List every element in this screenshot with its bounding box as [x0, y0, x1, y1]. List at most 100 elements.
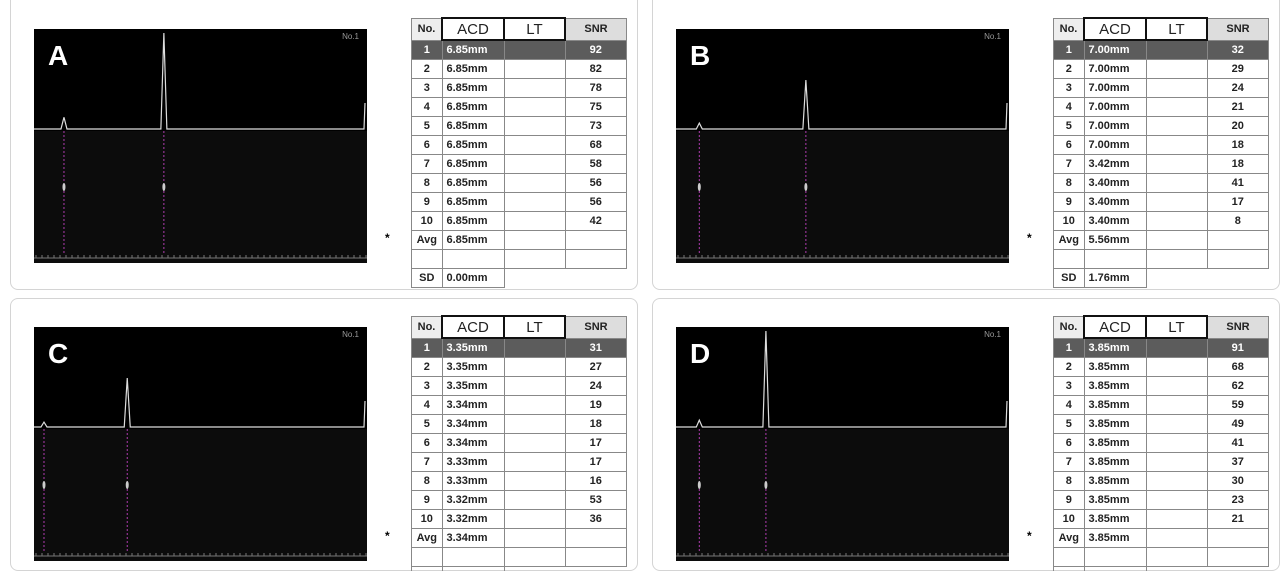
snr-cell: 82 [565, 60, 627, 79]
acd-cell: 3.85mm [1084, 338, 1146, 358]
snr-cell: 42 [565, 212, 627, 231]
acd-cell: 3.85mm [1084, 358, 1146, 377]
blank-cell [1084, 548, 1146, 567]
sd-row: SD0.01mm [412, 567, 627, 571]
snr-cell: 18 [1207, 136, 1269, 155]
avg-marker: * [1027, 231, 1032, 245]
lt-cell [1146, 174, 1207, 193]
empty [565, 567, 627, 571]
data-row: 103.85mm21 [1054, 510, 1269, 529]
blank-row [1054, 250, 1269, 269]
snr-cell: 73 [565, 117, 627, 136]
snr-cell: 32 [1207, 40, 1269, 60]
empty [1207, 567, 1269, 571]
sd-label: SD [412, 269, 443, 288]
row-number: 6 [1054, 136, 1085, 155]
lt-cell [1146, 434, 1207, 453]
blank-cell [412, 250, 443, 269]
data-row: 67.00mm18 [1054, 136, 1269, 155]
lt-cell [1146, 136, 1207, 155]
blank-cell [1054, 250, 1085, 269]
display-upper [676, 29, 1009, 131]
lt-cell [504, 79, 565, 98]
avg-label: Avg [412, 529, 443, 548]
lt-cell [504, 472, 565, 491]
header-row: No.ACDLTSNR [1054, 18, 1269, 40]
snr-cell [1207, 231, 1269, 250]
row-number: 2 [412, 358, 443, 377]
row-number: 6 [412, 434, 443, 453]
data-row: 47.00mm21 [1054, 98, 1269, 117]
snr-cell: 16 [565, 472, 627, 491]
header-cell: LT [504, 18, 565, 40]
data-row: 23.35mm27 [412, 358, 627, 377]
header-cell: ACD [442, 18, 504, 40]
echo-spot [126, 481, 129, 489]
header-cell: LT [1146, 316, 1207, 338]
sd-acd: 1.76mm [1084, 269, 1146, 288]
blank-cell [442, 250, 504, 269]
display-tag: No.1 [984, 32, 1001, 41]
empty [1146, 567, 1207, 571]
data-row: 13.85mm91 [1054, 338, 1269, 358]
row-number: 9 [1054, 193, 1085, 212]
lt-cell [1146, 231, 1207, 250]
lt-cell [504, 510, 565, 529]
row-number: 8 [1054, 472, 1085, 491]
lt-cell [1146, 377, 1207, 396]
acd-cell: 3.40mm [1084, 174, 1146, 193]
lt-cell [1146, 415, 1207, 434]
header-row: No.ACDLTSNR [412, 18, 627, 40]
acd-cell: 7.00mm [1084, 60, 1146, 79]
sd-label: SD [1054, 567, 1085, 571]
acd-cell: 7.00mm [1084, 98, 1146, 117]
row-number: 7 [412, 155, 443, 174]
acd-cell: 3.85mm [1084, 415, 1146, 434]
snr-cell: 17 [565, 453, 627, 472]
header-cell: No. [1054, 316, 1085, 338]
header-cell: SNR [565, 18, 627, 40]
row-number: 5 [412, 117, 443, 136]
header-cell: SNR [1207, 18, 1269, 40]
lt-cell [1146, 510, 1207, 529]
row-number: 5 [412, 415, 443, 434]
data-row: 106.85mm42 [412, 212, 627, 231]
acd-cell: 6.85mm [442, 193, 504, 212]
row-number: 4 [1054, 98, 1085, 117]
acd-cell: 3.85mm [1084, 510, 1146, 529]
lt-cell [1146, 491, 1207, 510]
lt-cell [1146, 212, 1207, 231]
blank-row [412, 250, 627, 269]
data-row: 66.85mm68 [412, 136, 627, 155]
data-row: 103.40mm8 [1054, 212, 1269, 231]
echo-spot [42, 481, 45, 489]
data-row: 73.85mm37 [1054, 453, 1269, 472]
lt-cell [1146, 358, 1207, 377]
empty [504, 567, 565, 571]
snr-cell [565, 231, 627, 250]
empty [565, 269, 627, 288]
acd-cell: 3.42mm [1084, 155, 1146, 174]
panel-content: DNo.1No.ACDLTSNR13.85mm9123.85mm6833.85m… [653, 299, 1279, 570]
data-row: 33.85mm62 [1054, 377, 1269, 396]
blank-row [412, 548, 627, 567]
row-number: 4 [412, 396, 443, 415]
blank-cell [1084, 250, 1146, 269]
avg-label: Avg [1054, 231, 1085, 250]
acd-cell: 3.34mm [442, 434, 504, 453]
lt-cell [504, 60, 565, 79]
blank-cell [1054, 548, 1085, 567]
data-row: 46.85mm75 [412, 98, 627, 117]
avg-label: Avg [412, 231, 443, 250]
echo-spot [162, 183, 165, 191]
lt-cell [504, 358, 565, 377]
acd-cell: 7.00mm [1084, 79, 1146, 98]
figure: ANo.1No.ACDLTSNR16.85mm9226.85mm8236.85m… [0, 0, 1288, 571]
